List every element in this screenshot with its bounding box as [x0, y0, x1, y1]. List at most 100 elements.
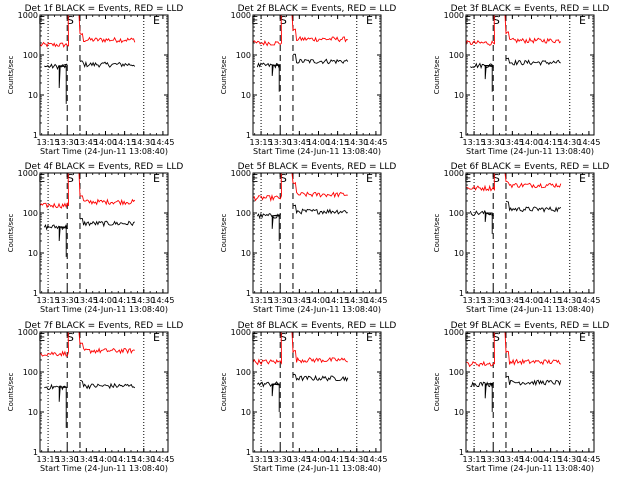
- x-tick-label: 13:15: [463, 296, 486, 305]
- interval-marker-s: S: [67, 172, 74, 185]
- event-rate-line: [44, 383, 68, 428]
- x-tick-label: 13:45: [501, 455, 524, 464]
- y-axis-label: Counts/sec: [7, 214, 15, 253]
- lld-rate-line: [291, 172, 348, 199]
- x-tick-label: 13:45: [501, 296, 524, 305]
- event-rate-line: [505, 57, 561, 67]
- lld-rate-line: [291, 14, 348, 43]
- x-tick-label: 14:30: [558, 138, 581, 147]
- x-tick-label: 13:45: [288, 138, 311, 147]
- interval-marker-e: E: [464, 172, 471, 185]
- plot-frame: [252, 331, 382, 453]
- detector-panel-5: Det 5f BLACK = Events, RED = LLD Counts/s…: [220, 162, 396, 314]
- y-axis-label: Counts/sec: [433, 373, 441, 412]
- x-tick-label: 14:30: [558, 455, 581, 464]
- x-tick-label: 13:15: [463, 455, 486, 464]
- x-axis-label: Start Time (24-Jun-11 13:08:40): [40, 305, 168, 314]
- y-axis-label: Counts/sec: [7, 373, 15, 412]
- event-rate-line: [80, 380, 136, 390]
- y-axis-label: Counts/sec: [220, 214, 228, 253]
- x-tick-label: 13:45: [288, 455, 311, 464]
- x-tick-label: 13:45: [75, 296, 98, 305]
- plot-frame: [465, 172, 595, 294]
- event-rate-line: [79, 60, 136, 69]
- lld-rate-line: [466, 172, 495, 192]
- x-tick-label: 14:00: [307, 138, 330, 147]
- x-tick-label: 14:15: [539, 296, 562, 305]
- x-tick-label: 14:15: [113, 138, 136, 147]
- x-tick-label: 14:45: [364, 455, 387, 464]
- x-tick-label: 14:30: [558, 296, 581, 305]
- event-rate-line: [44, 63, 68, 104]
- lld-rate-line: [252, 331, 282, 366]
- y-tick-label: 10: [454, 91, 464, 100]
- y-tick-label: 1000: [18, 169, 38, 178]
- panel-title: Det 7f BLACK = Events, RED = LLD: [25, 321, 184, 331]
- lld-rate-line: [39, 172, 69, 209]
- x-tick-label: 13:30: [56, 296, 79, 305]
- lld-rate-line: [252, 172, 282, 203]
- interval-marker-e: E: [579, 331, 586, 344]
- x-tick-label: 13:15: [250, 138, 273, 147]
- x-tick-label: 13:30: [56, 138, 79, 147]
- lld-rate-line: [39, 331, 69, 357]
- x-tick-label: 14:15: [539, 455, 562, 464]
- x-tick-label: 14:30: [345, 138, 368, 147]
- x-tick-label: 14:45: [577, 455, 600, 464]
- x-tick-label: 14:30: [132, 455, 155, 464]
- y-axis-label: Counts/sec: [433, 56, 441, 95]
- lld-rate-line: [465, 331, 495, 368]
- lld-rate-line: [78, 172, 136, 206]
- y-tick-label: 1000: [444, 11, 464, 20]
- plot-frame: [39, 172, 169, 294]
- y-tick-label: 1: [246, 289, 251, 298]
- x-tick-label: 14:30: [345, 455, 368, 464]
- panel-title: Det 5f BLACK = Events, RED = LLD: [238, 162, 397, 172]
- x-tick-label: 14:15: [113, 296, 136, 305]
- y-axis-label: Counts/sec: [7, 56, 15, 95]
- panel-title: Det 3f BLACK = Events, RED = LLD: [451, 4, 610, 14]
- x-tick-label: 14:45: [364, 296, 387, 305]
- detector-panel-1: Det 1f BLACK = Events, RED = LLD Counts/s…: [7, 4, 183, 156]
- event-rate-line: [79, 218, 136, 228]
- event-rate-line: [470, 381, 494, 412]
- x-tick-label: 14:00: [94, 455, 117, 464]
- interval-marker-e: E: [38, 331, 45, 344]
- x-tick-label: 13:15: [463, 138, 486, 147]
- plot-frame: [252, 14, 382, 136]
- event-rate-line: [506, 375, 562, 387]
- plot-frame: [39, 331, 169, 453]
- interval-marker-e: E: [366, 172, 373, 185]
- y-tick-label: 1000: [18, 11, 38, 20]
- interval-marker-e: E: [153, 331, 160, 344]
- interval-marker-s: S: [67, 331, 74, 344]
- event-rate-line: [256, 212, 282, 241]
- y-tick-label: 100: [23, 51, 38, 60]
- interval-marker-e: E: [579, 14, 586, 27]
- x-tick-label: 14:00: [307, 455, 330, 464]
- detector-panel-8: Det 8f BLACK = Events, RED = LLD Counts/s…: [220, 321, 396, 473]
- detector-panel-7: Det 7f BLACK = Events, RED = LLD Counts/s…: [7, 321, 183, 473]
- y-tick-label: 10: [454, 249, 464, 258]
- y-tick-label: 100: [23, 368, 38, 377]
- y-tick-label: 10: [28, 249, 38, 258]
- x-tick-label: 13:30: [269, 296, 292, 305]
- panel-title: Det 6f BLACK = Events, RED = LLD: [451, 162, 610, 172]
- x-tick-label: 14:45: [577, 138, 600, 147]
- detector-panel-4: Det 4f BLACK = Events, RED = LLD Counts/s…: [7, 162, 183, 314]
- x-tick-label: 14:15: [326, 138, 349, 147]
- x-tick-label: 13:30: [56, 455, 79, 464]
- interval-marker-e: E: [464, 331, 471, 344]
- y-axis-label: Counts/sec: [433, 214, 441, 253]
- x-tick-label: 14:00: [520, 296, 543, 305]
- interval-marker-s: S: [493, 331, 500, 344]
- interval-marker-e: E: [251, 331, 258, 344]
- lld-rate-line: [291, 331, 348, 364]
- interval-marker-e: E: [153, 172, 160, 185]
- y-tick-label: 10: [454, 408, 464, 417]
- event-rate-line: [505, 200, 562, 213]
- interval-marker-s: S: [67, 14, 74, 27]
- x-axis-label: Start Time (24-Jun-11 13:08:40): [466, 147, 594, 156]
- lld-rate-line: [465, 14, 495, 46]
- interval-marker-e: E: [38, 172, 45, 185]
